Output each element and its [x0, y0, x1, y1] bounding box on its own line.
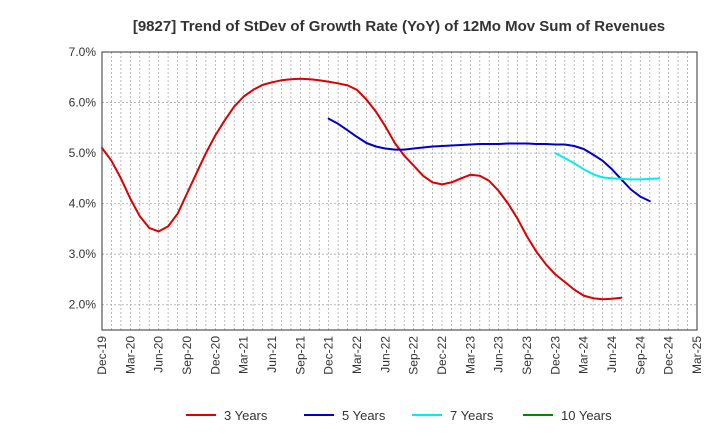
legend-label: 5 Years: [342, 408, 386, 423]
x-tick-label: Mar-24: [577, 336, 591, 374]
x-tick-label: Dec-24: [662, 336, 676, 375]
x-tick-label: Sep-21: [293, 336, 307, 375]
y-tick-label: 3.0%: [69, 247, 97, 261]
x-tick-label: Jun-23: [492, 336, 506, 373]
x-tick-label: Sep-23: [520, 336, 534, 375]
y-tick-label: 2.0%: [69, 298, 97, 312]
x-tick-label: Jun-24: [605, 336, 619, 373]
y-tick-label: 7.0%: [69, 45, 97, 59]
y-axis-tick-labels: 2.0% 3.0% 4.0% 5.0% 6.0% 7.0%: [69, 45, 97, 312]
series-line-7-years: [554, 152, 661, 181]
x-tick-label: Jun-22: [378, 336, 392, 373]
y-tick-label: 6.0%: [69, 96, 97, 110]
legend-item: 3 Years: [186, 408, 268, 423]
x-tick-label: Mar-21: [237, 336, 251, 374]
x-tick-label: Mar-20: [123, 336, 137, 374]
series-line-3-years: [101, 77, 623, 301]
legend-label: 10 Years: [561, 408, 612, 423]
y-tick-label: 4.0%: [69, 197, 97, 211]
legend: 3 Years 5 Years 7 Years 10 Years: [186, 408, 612, 423]
legend-label: 3 Years: [224, 408, 268, 423]
x-tick-label: Mar-22: [350, 336, 364, 374]
legend-item: 10 Years: [523, 408, 612, 423]
x-tick-label: Dec-19: [95, 336, 109, 375]
x-tick-label: Dec-22: [435, 336, 449, 375]
x-tick-label: Dec-23: [548, 336, 562, 375]
legend-item: 7 Years: [412, 408, 494, 423]
chart-title: [9827] Trend of StDev of Growth Rate (Yo…: [133, 18, 665, 35]
x-tick-label: Sep-22: [407, 336, 421, 375]
x-tick-label: Mar-25: [690, 336, 704, 374]
data-series: [101, 77, 661, 301]
x-tick-label: Mar-23: [463, 336, 477, 374]
series-line-5-years: [327, 117, 651, 203]
grid-lines: [102, 52, 697, 330]
x-tick-label: Dec-21: [322, 336, 336, 375]
y-tick-label: 5.0%: [69, 146, 97, 160]
x-tick-label: Sep-24: [633, 336, 647, 375]
plot-area-frame: [101, 51, 698, 331]
legend-item: 5 Years: [304, 408, 386, 423]
x-axis-tick-labels: Dec-19 Mar-20 Jun-20 Sep-20 Dec-20 Mar-21 Jun-…: [95, 336, 704, 375]
x-tick-label: Dec-20: [208, 336, 222, 375]
x-tick-label: Jun-21: [265, 336, 279, 373]
x-tick-label: Sep-20: [180, 336, 194, 375]
legend-label: 7 Years: [450, 408, 494, 423]
x-tick-label: Jun-20: [152, 336, 166, 373]
